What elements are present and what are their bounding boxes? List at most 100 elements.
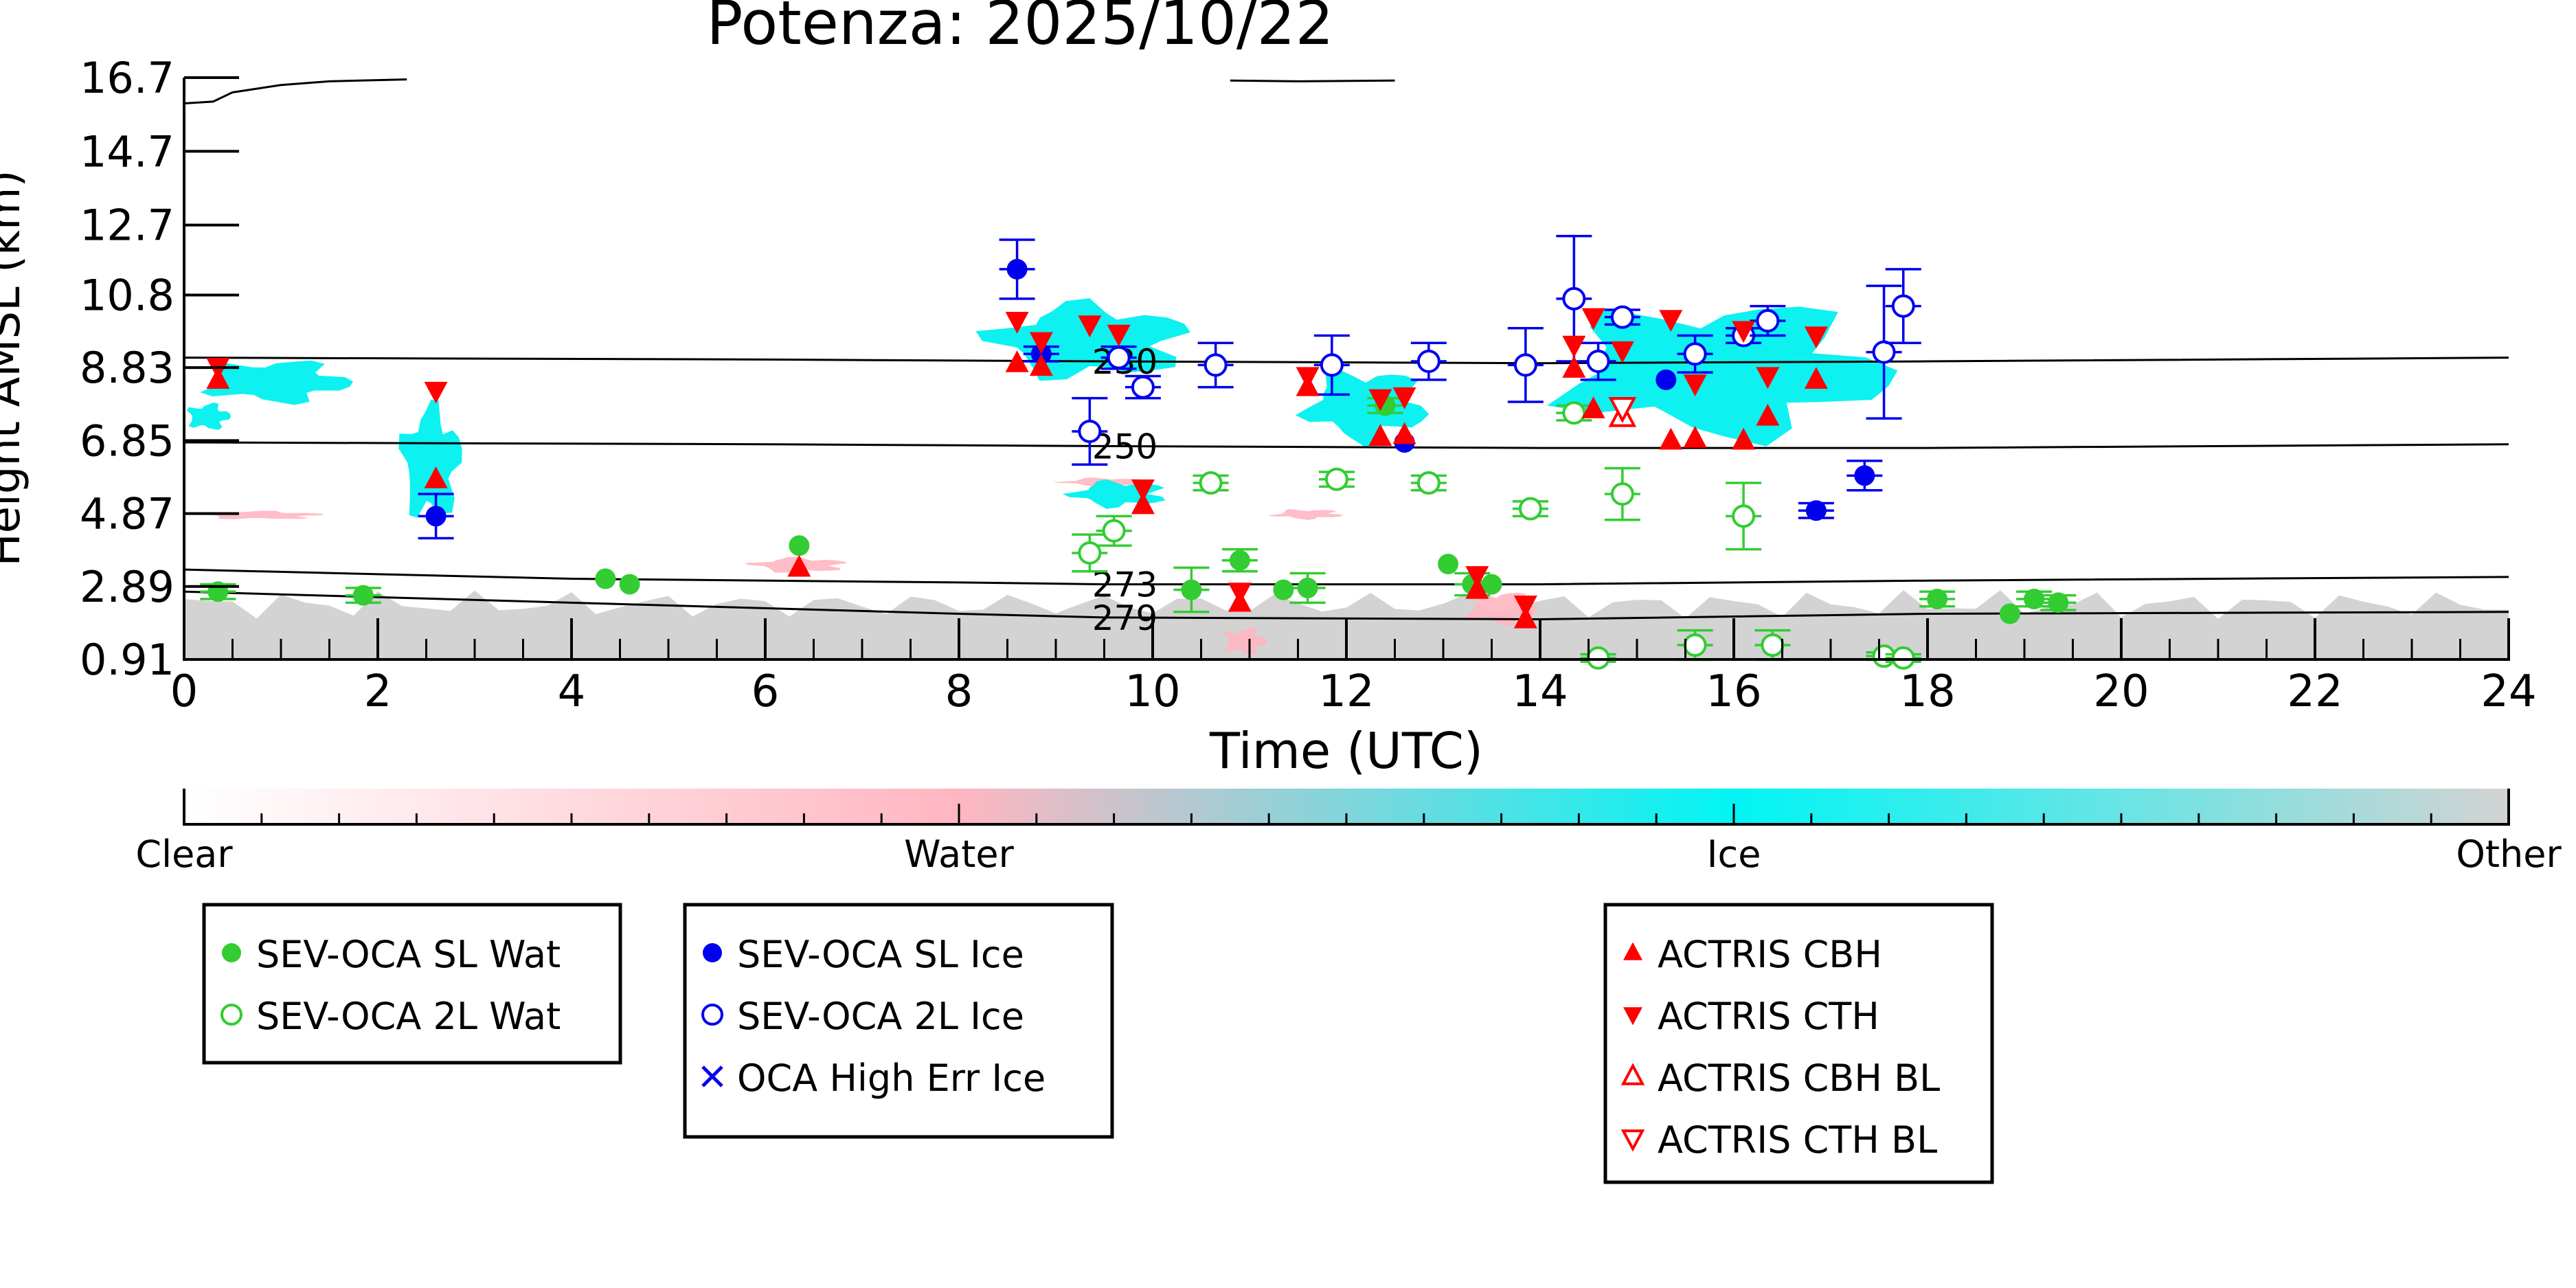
marker-cth_bl	[1608, 397, 1637, 424]
marker-2l_wat	[1078, 541, 1102, 565]
marker-sl_ice	[1030, 343, 1052, 365]
water-cloud-region	[196, 510, 324, 519]
legend-label: ACTRIS CTH	[1658, 995, 1879, 1038]
y-tick-label: 0.91	[80, 635, 174, 685]
isotherm-line	[184, 568, 2509, 586]
legend-item: ACTRIS CTH	[1623, 995, 1879, 1038]
marker-cth	[1392, 387, 1416, 409]
marker-cth	[1610, 341, 1634, 363]
marker-cth	[1296, 367, 1320, 389]
y-tick-label: 8.83	[80, 343, 174, 393]
marker-sl_wat	[1438, 554, 1459, 575]
x-tick-label: 14	[1512, 666, 1568, 717]
marker-2l_ice	[1562, 286, 1586, 310]
marker-2l_wat	[1562, 401, 1586, 425]
marker-2l_ice	[1078, 419, 1102, 443]
x-tick-label: 8	[945, 666, 973, 717]
legend-item: SEV-OCA SL Ice	[703, 933, 1024, 976]
marker-sl_wat	[2048, 592, 2069, 613]
marker-sl_wat	[2024, 589, 2045, 610]
legend-item: ACTRIS CBH	[1623, 933, 1882, 976]
marker-sl_ice	[1656, 369, 1677, 390]
x-tick-label: 10	[1125, 666, 1180, 717]
marker-2l_ice	[1204, 353, 1228, 377]
marker-cth	[1131, 479, 1155, 501]
marker-sl_wat	[207, 581, 229, 602]
marker-2l_wat	[1586, 646, 1610, 670]
marker-2l_ice	[1756, 309, 1780, 333]
legend-label: SEV-OCA 2L Wat	[256, 995, 561, 1038]
y-tick-label: 4.87	[80, 489, 174, 539]
legend-label: ACTRIS CBH BL	[1658, 1057, 1940, 1100]
plot-area	[184, 78, 2509, 659]
isotherm-line	[184, 590, 2509, 621]
marker-sl_ice	[1006, 258, 1028, 280]
marker-sl_wat	[595, 568, 616, 589]
legend-label: ACTRIS CTH BL	[1658, 1118, 1937, 1162]
legend-item: SEV-OCA 2L Wat	[221, 995, 561, 1038]
marker-cbh	[1131, 492, 1155, 515]
isotherm-line	[184, 441, 2509, 449]
ice-cloud-region	[186, 403, 231, 430]
colorbar: Clear Water Ice Other	[135, 789, 2562, 876]
legend-marker	[701, 1065, 723, 1087]
x-tick-label: 2	[364, 666, 392, 717]
marker-sl_wat	[1273, 579, 1294, 600]
marker-cbh	[1659, 427, 1683, 450]
colorbar-label: Water	[904, 833, 1014, 876]
legend-label: SEV-OCA SL Ice	[737, 933, 1024, 976]
marker-2l_ice	[1320, 353, 1344, 377]
marker-cth	[1078, 315, 1102, 338]
marker-2l_wat	[1761, 633, 1785, 657]
legend-label: ACTRIS CBH	[1658, 933, 1882, 976]
marker-2l_wat	[1610, 482, 1634, 506]
legend-box: SEV-OCA SL Wat SEV-OCA 2L Wat	[202, 903, 622, 1065]
marker-cth	[424, 381, 448, 404]
marker-2l_wat	[1518, 497, 1542, 521]
legend-label: OCA High Err Ice	[737, 1057, 1046, 1100]
upper-contour-line	[184, 78, 407, 105]
x-tick-label: 0	[170, 666, 199, 717]
x-tick-label: 4	[558, 666, 586, 717]
x-tick-label: 18	[1899, 666, 1955, 717]
x-tick-label: 12	[1318, 666, 1374, 717]
legend-marker	[703, 943, 722, 962]
marker-sl_wat	[619, 574, 640, 595]
marker-2l_ice	[1872, 340, 1896, 364]
isotherm-label: 250	[1092, 427, 1157, 466]
x-tick-label: 16	[1706, 666, 1761, 717]
legend-marker	[1620, 1129, 1645, 1152]
marker-2l_ice	[1683, 342, 1707, 366]
data-markers	[200, 234, 2077, 670]
plot-background	[184, 78, 2509, 659]
marker-cbh	[1029, 354, 1053, 376]
marker-cth	[1562, 335, 1586, 358]
legend-box: ACTRIS CBH ACTRIS CTH ACTRIS CBH BL ACTRIS …	[1603, 903, 1994, 1184]
marker-cbh	[1683, 425, 1707, 448]
legend-frame	[1603, 903, 1994, 1184]
marker-2l_ice	[1610, 305, 1634, 329]
legend-label: SEV-OCA SL Wat	[256, 933, 561, 976]
legend-marker	[1620, 1063, 1645, 1085]
x-tick-label: 22	[2287, 666, 2342, 717]
marker-2l_wat	[1199, 471, 1223, 495]
x-tick-label: 24	[2481, 666, 2536, 717]
marker-sl_ice	[425, 506, 447, 527]
ice-cloud-region	[1547, 306, 1898, 447]
marker-cth	[1756, 367, 1780, 389]
legend: SEV-OCA SL Wat SEV-OCA 2L Wat SEV-OCA SL I…	[202, 903, 1994, 1184]
marker-cbh	[1562, 356, 1586, 378]
legend-marker	[221, 1004, 242, 1026]
legend-frame	[202, 903, 622, 1065]
marker-cbh	[1804, 367, 1828, 389]
legend-marker	[701, 1004, 723, 1026]
marker-cbh	[1581, 396, 1605, 418]
marker-sl_ice	[1805, 500, 1827, 521]
marker-cth	[1228, 583, 1252, 605]
legend-item: ACTRIS CBH BL	[1620, 1057, 1940, 1100]
marker-sl_wat	[1999, 603, 2020, 624]
x-tick-label: 6	[752, 666, 780, 717]
marker-2l_wat	[1416, 471, 1440, 495]
legend-item: SEV-OCA 2L Ice	[701, 995, 1024, 1038]
